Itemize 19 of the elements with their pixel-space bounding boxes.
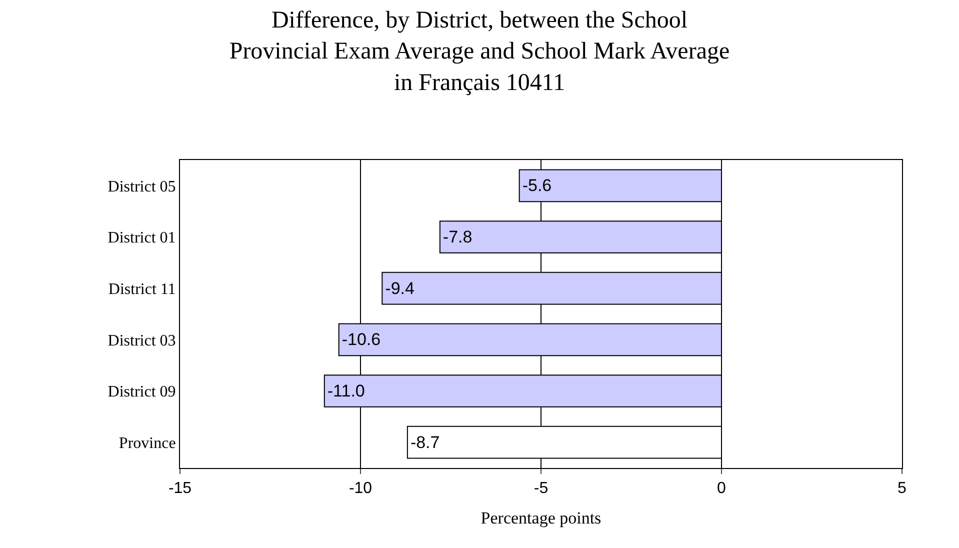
data-label: -7.8 xyxy=(442,228,472,246)
x-tick-label: -5 xyxy=(534,480,548,498)
x-axis-title: Percentage points xyxy=(480,508,602,528)
x-tick-label: -15 xyxy=(168,480,192,498)
y-tick-label: District 09 xyxy=(108,384,176,401)
data-label: -5.6 xyxy=(522,176,552,196)
y-tick-label: District 01 xyxy=(108,230,176,247)
x-tick-label: 0 xyxy=(717,480,726,498)
data-label: -8.7 xyxy=(410,432,440,452)
data-label: -11.0 xyxy=(327,382,365,400)
data-label: -10.6 xyxy=(342,330,381,350)
y-tick-label: Province xyxy=(118,434,176,452)
y-tick-label: District 05 xyxy=(108,178,176,196)
y-tick-label: District 11 xyxy=(108,280,176,298)
y-tick-label: District 03 xyxy=(108,332,176,350)
x-tick-label: -10 xyxy=(348,480,372,498)
data-label: -9.4 xyxy=(385,278,414,298)
chart-title: Difference, by District, between the School Provincial Exam Average and School Mark Average in Français 10411 xyxy=(229,7,730,96)
x-tick-label: 5 xyxy=(898,480,907,498)
